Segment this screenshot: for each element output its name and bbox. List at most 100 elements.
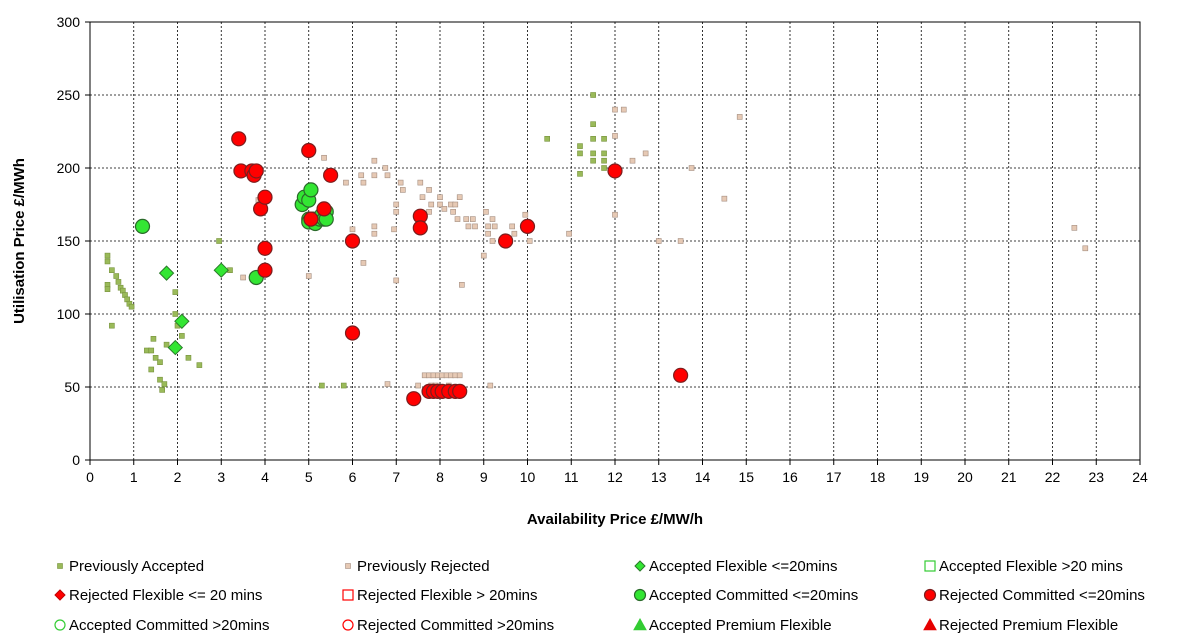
data-point xyxy=(343,179,349,186)
data-point xyxy=(489,216,496,222)
data-point xyxy=(590,121,596,127)
legend-label: Accepted Committed >20mins xyxy=(69,617,270,634)
data-point xyxy=(522,211,529,218)
data-point xyxy=(400,187,406,193)
data-point xyxy=(612,133,618,139)
data-point xyxy=(158,265,175,281)
x-tick-label: 11 xyxy=(564,469,579,485)
legend-marker xyxy=(923,617,937,631)
legend-marker xyxy=(634,560,646,572)
data-point xyxy=(629,157,636,164)
data-point xyxy=(371,223,378,230)
data-point xyxy=(450,209,456,215)
legend-item: Rejected Flexible > 20mins xyxy=(342,587,538,604)
series-group xyxy=(240,106,1089,389)
data-point xyxy=(601,150,607,157)
data-point xyxy=(391,226,397,233)
legend-marker xyxy=(57,563,63,569)
data-point xyxy=(483,209,489,215)
data-point xyxy=(437,194,443,200)
data-point xyxy=(673,367,689,383)
x-tick-label: 10 xyxy=(520,469,536,485)
legend-label: Rejected Premium Flexible xyxy=(939,617,1118,634)
x-tick-label: 22 xyxy=(1045,469,1061,485)
x-tick-label: 20 xyxy=(957,469,973,485)
data-point xyxy=(397,179,404,186)
x-tick-label: 0 xyxy=(86,469,94,485)
data-point xyxy=(240,274,246,281)
x-tick-label: 19 xyxy=(913,469,929,485)
data-point xyxy=(437,201,443,208)
legend-item: Rejected Flexible <= 20 mins xyxy=(54,587,262,604)
data-point xyxy=(519,218,536,234)
data-point xyxy=(412,220,428,236)
data-point xyxy=(498,233,514,249)
data-point xyxy=(470,216,476,222)
data-point xyxy=(148,347,155,354)
legend-item: Rejected Committed <=20mins xyxy=(923,587,1145,604)
data-point xyxy=(305,273,312,279)
data-point xyxy=(303,211,319,227)
y-tick-label: 0 xyxy=(72,452,80,468)
data-point xyxy=(419,194,426,200)
legend-label: Previously Accepted xyxy=(69,558,204,575)
data-point xyxy=(511,230,518,237)
legend-label: Previously Rejected xyxy=(357,558,490,575)
x-tick-label: 1 xyxy=(130,469,138,485)
data-point xyxy=(371,157,378,164)
data-point xyxy=(489,238,496,244)
data-point xyxy=(301,142,317,159)
data-point xyxy=(231,131,247,147)
data-point xyxy=(406,391,422,407)
legend-label: Rejected Flexible > 20mins xyxy=(357,587,538,604)
series-group xyxy=(231,131,689,407)
x-tick-label: 12 xyxy=(607,469,623,485)
data-point xyxy=(113,273,120,279)
legend-item: Accepted Premium Flexible xyxy=(633,617,832,634)
data-point xyxy=(371,230,378,237)
legend-marker xyxy=(342,619,354,631)
data-point xyxy=(465,223,472,230)
data-point xyxy=(340,382,347,389)
legend-item: Rejected Committed >20mins xyxy=(342,617,554,634)
x-tick-label: 14 xyxy=(695,469,711,485)
x-tick-label: 3 xyxy=(217,469,225,485)
data-point xyxy=(257,262,273,278)
data-point xyxy=(104,258,111,265)
y-tick-label: 250 xyxy=(57,87,81,103)
data-point xyxy=(417,179,424,186)
gridlines xyxy=(90,22,1140,460)
x-tick-label: 7 xyxy=(392,469,400,485)
series-group xyxy=(104,92,607,393)
x-tick-label: 16 xyxy=(782,469,798,485)
legend-item: Accepted Flexible >20 mins xyxy=(924,558,1123,575)
data-point xyxy=(485,230,491,237)
data-point xyxy=(601,157,607,164)
data-point xyxy=(104,252,111,259)
data-point xyxy=(382,165,389,171)
data-point xyxy=(459,281,465,288)
legend-marker xyxy=(345,563,351,569)
data-point xyxy=(415,382,421,389)
data-point xyxy=(257,189,273,205)
x-tick-label: 6 xyxy=(349,469,357,485)
y-tick-label: 300 xyxy=(57,14,81,30)
data-point xyxy=(179,333,185,339)
data-point xyxy=(115,279,122,285)
data-point xyxy=(577,150,583,157)
data-point xyxy=(441,206,448,212)
legend-marker xyxy=(923,588,937,602)
data-point xyxy=(426,209,432,215)
legend-marker xyxy=(633,588,647,602)
legend-item: Accepted Committed <=20mins xyxy=(633,587,858,604)
data-point xyxy=(485,223,491,230)
x-tick-label: 8 xyxy=(436,469,444,485)
data-point xyxy=(452,383,468,399)
data-point xyxy=(172,311,179,317)
data-point xyxy=(384,172,391,179)
x-tick-label: 15 xyxy=(738,469,754,485)
data-point xyxy=(196,362,203,368)
data-point xyxy=(428,201,435,208)
y-axis-title: Utilisation Price £/MWh xyxy=(11,158,28,324)
